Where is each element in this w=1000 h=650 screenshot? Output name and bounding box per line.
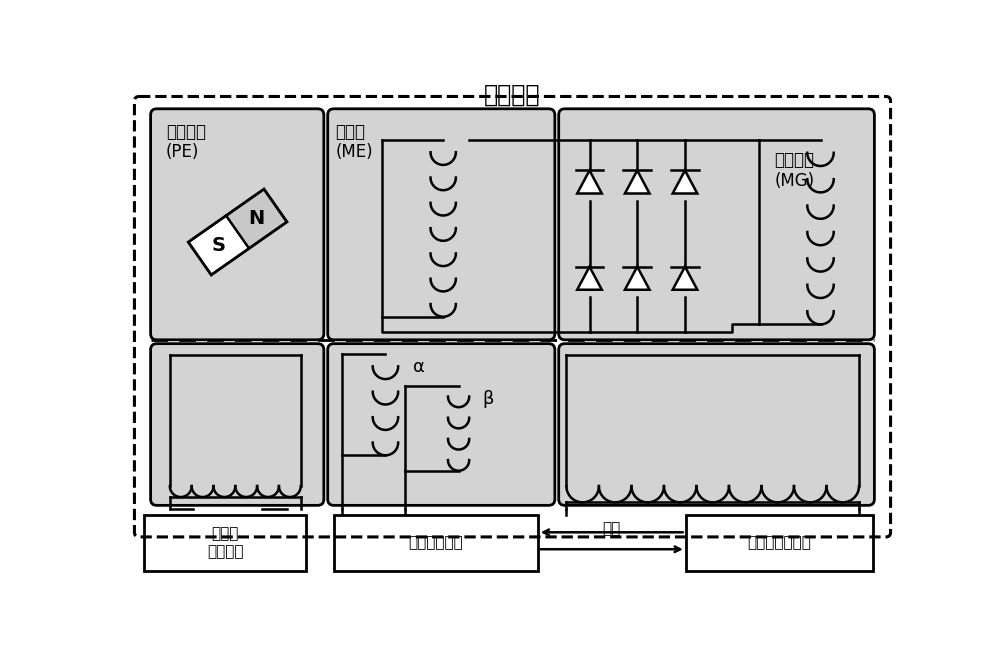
Polygon shape [577, 170, 602, 194]
FancyBboxPatch shape [328, 109, 555, 340]
FancyBboxPatch shape [559, 109, 874, 340]
Text: N: N [248, 209, 265, 228]
Polygon shape [226, 189, 287, 248]
Text: 主发电机
(MG): 主发电机 (MG) [774, 151, 814, 190]
Polygon shape [625, 266, 650, 290]
Polygon shape [625, 170, 650, 194]
Polygon shape [577, 266, 602, 290]
Polygon shape [673, 266, 697, 290]
Bar [144, 515, 306, 571]
FancyBboxPatch shape [328, 344, 555, 505]
FancyBboxPatch shape [559, 344, 874, 505]
Text: 发电机
控制单元: 发电机 控制单元 [207, 526, 244, 559]
Polygon shape [188, 216, 249, 275]
Text: β: β [482, 390, 493, 408]
Polygon shape [673, 170, 697, 194]
Bar [686, 515, 873, 571]
Text: α: α [413, 358, 425, 376]
Text: 旋转部分: 旋转部分 [484, 83, 541, 107]
FancyBboxPatch shape [151, 109, 324, 340]
Text: 主发电机控制器: 主发电机控制器 [747, 535, 811, 550]
Text: 通讯: 通讯 [603, 521, 621, 536]
FancyBboxPatch shape [151, 344, 324, 505]
Bar [334, 515, 538, 571]
Text: 辅励磁机
(PE): 辅励磁机 (PE) [166, 123, 206, 161]
Text: 励磁机
(ME): 励磁机 (ME) [335, 123, 373, 161]
Text: 励磁机控制器: 励磁机控制器 [408, 535, 463, 550]
Text: S: S [212, 236, 226, 255]
